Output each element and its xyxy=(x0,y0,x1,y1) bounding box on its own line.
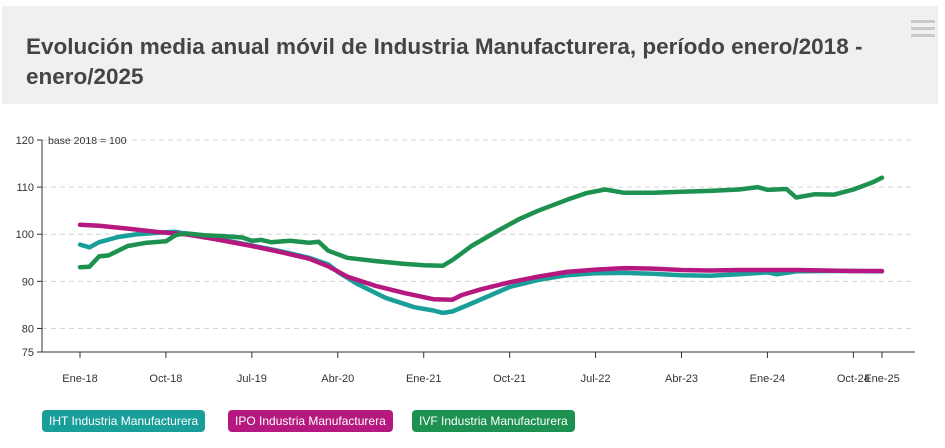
series-line-ipo xyxy=(77,222,885,302)
x-tick-label: Oct-24 xyxy=(837,373,870,385)
series-line-iht xyxy=(77,229,885,316)
x-tick-label: Abr-20 xyxy=(321,373,354,385)
series-line-ivf xyxy=(77,175,885,270)
x-tick-label: Ene-18 xyxy=(62,373,97,385)
x-tick-label: Ene-25 xyxy=(864,373,899,385)
title-bar: Evolución media anual móvil de Industria… xyxy=(2,6,938,104)
y-tick-label: 75 xyxy=(22,347,34,359)
y-tick-label: 90 xyxy=(22,276,34,288)
chart-title: Evolución media anual móvil de Industria… xyxy=(26,34,863,89)
legend-item-iht[interactable]: IHT Industria Manufacturera xyxy=(42,410,206,432)
x-tick-label: Ene-21 xyxy=(406,373,441,385)
x-tick-label: Abr-23 xyxy=(665,373,698,385)
legend-item-ipo[interactable]: IPO Industria Manufacturera xyxy=(228,410,393,432)
y-tick-label: 100 xyxy=(16,229,34,241)
line-chart: 120 110 100 90 80 75 Ene-18 Oct-18 Jul-19 Abr-20 E… xyxy=(16,135,915,385)
y-tick-label: 120 xyxy=(16,135,34,147)
hamburger-menu-icon[interactable] xyxy=(911,20,935,42)
x-tick-label: Ene-24 xyxy=(750,373,785,385)
x-tick-label: Jul-19 xyxy=(237,373,267,385)
base-annotation: base 2018 = 100 xyxy=(48,135,127,147)
y-tick-label: 110 xyxy=(16,182,34,194)
x-tick-label: Oct-21 xyxy=(493,373,526,385)
x-tick-label: Jul-22 xyxy=(581,373,611,385)
y-tick-label: 80 xyxy=(22,323,34,335)
legend-item-ivf[interactable]: IVF Industria Manufacturera xyxy=(412,410,575,432)
x-tick-label: Oct-18 xyxy=(149,373,182,385)
